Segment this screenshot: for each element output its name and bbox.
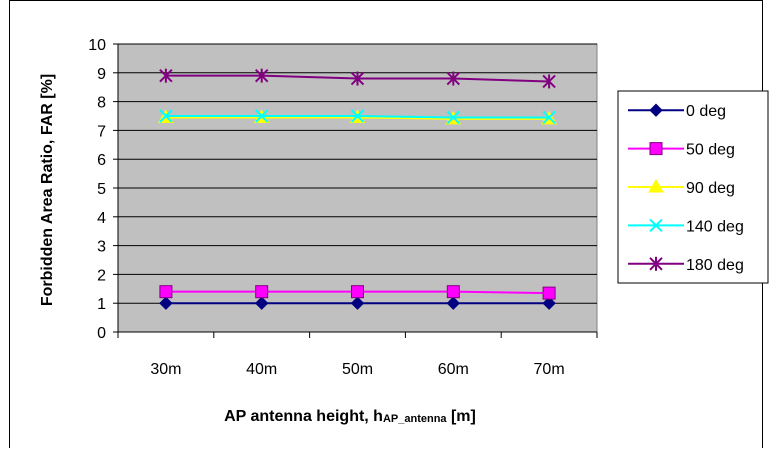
data-point bbox=[254, 109, 269, 123]
legend-label: 90 deg bbox=[686, 180, 735, 197]
series-layer bbox=[158, 68, 557, 310]
legend-label: 50 deg bbox=[686, 142, 735, 159]
legend-marker bbox=[649, 256, 663, 271]
data-point bbox=[350, 296, 365, 310]
legend-marker bbox=[649, 103, 663, 117]
data-point bbox=[159, 109, 173, 123]
data-point bbox=[350, 109, 365, 123]
legend: 0 deg 50 deg 90 deg 140 deg 180 deg bbox=[617, 90, 769, 284]
data-point bbox=[446, 71, 461, 86]
legend-item: 140 deg bbox=[628, 218, 744, 235]
x-tick-label: 70m bbox=[534, 361, 565, 378]
data-point bbox=[351, 285, 364, 299]
legend-item: 90 deg bbox=[628, 179, 735, 197]
axes bbox=[113, 43, 598, 338]
y-tick-label: 0 bbox=[97, 325, 106, 342]
series-180-deg bbox=[159, 68, 556, 89]
legend-item: 180 deg bbox=[628, 256, 744, 274]
x-axis-title-unit: [m] bbox=[447, 408, 476, 425]
y-tick-label: 10 bbox=[88, 37, 106, 54]
data-point bbox=[542, 74, 556, 89]
data-point bbox=[446, 285, 460, 299]
y-tick-label: 2 bbox=[97, 267, 106, 284]
data-point bbox=[446, 296, 461, 310]
data-point bbox=[542, 286, 556, 300]
y-tick-label: 3 bbox=[97, 239, 106, 256]
x-tick-label: 60m bbox=[438, 361, 469, 378]
x-tick-labels: 30m 40m 50m 60m 70m bbox=[150, 361, 564, 378]
y-tick-label: 1 bbox=[97, 296, 106, 313]
y-tick-label: 5 bbox=[97, 181, 106, 198]
data-point bbox=[159, 285, 173, 299]
data-point bbox=[446, 110, 461, 125]
data-point bbox=[255, 285, 269, 299]
x-axis-title-subscript: AP_antenna bbox=[383, 413, 447, 425]
x-tick-label: 30m bbox=[150, 361, 181, 378]
legend-label: 180 deg bbox=[686, 257, 744, 274]
legend-label: 0 deg bbox=[686, 103, 726, 120]
series-50-deg bbox=[159, 285, 556, 300]
data-point bbox=[254, 68, 269, 83]
x-axis-title-main: AP antenna height, h bbox=[224, 408, 383, 425]
data-point bbox=[159, 296, 173, 310]
x-tick-label: 50m bbox=[342, 361, 373, 378]
data-point bbox=[542, 110, 556, 125]
data-point bbox=[159, 68, 173, 83]
legend-marker bbox=[649, 218, 663, 233]
legend-marker bbox=[649, 142, 663, 156]
y-tick-label: 7 bbox=[97, 123, 106, 140]
y-tick-label: 9 bbox=[97, 66, 106, 83]
x-axis-title: AP antenna height, hAP_antenna [m] bbox=[224, 408, 476, 425]
legend-item: 0 deg bbox=[628, 103, 726, 120]
y-tick-label: 6 bbox=[97, 152, 106, 169]
gridlines bbox=[118, 43, 597, 304]
y-tick-label: 8 bbox=[97, 95, 106, 112]
legend-marker bbox=[648, 179, 664, 193]
data-point bbox=[350, 71, 365, 86]
y-tick-labels: 0 1 2 3 4 5 6 7 8 9 10 bbox=[88, 37, 106, 342]
data-point bbox=[542, 296, 556, 310]
y-tick-label: 4 bbox=[97, 210, 106, 227]
legend-item: 50 deg bbox=[628, 142, 735, 159]
series-140-deg bbox=[159, 109, 556, 125]
series-0-deg bbox=[159, 296, 556, 310]
legend-label: 140 deg bbox=[686, 218, 744, 235]
data-point bbox=[254, 296, 269, 310]
y-axis-title: Forbidden Area Ratio, FAR [%] bbox=[39, 74, 56, 306]
x-tick-label: 40m bbox=[246, 361, 277, 378]
